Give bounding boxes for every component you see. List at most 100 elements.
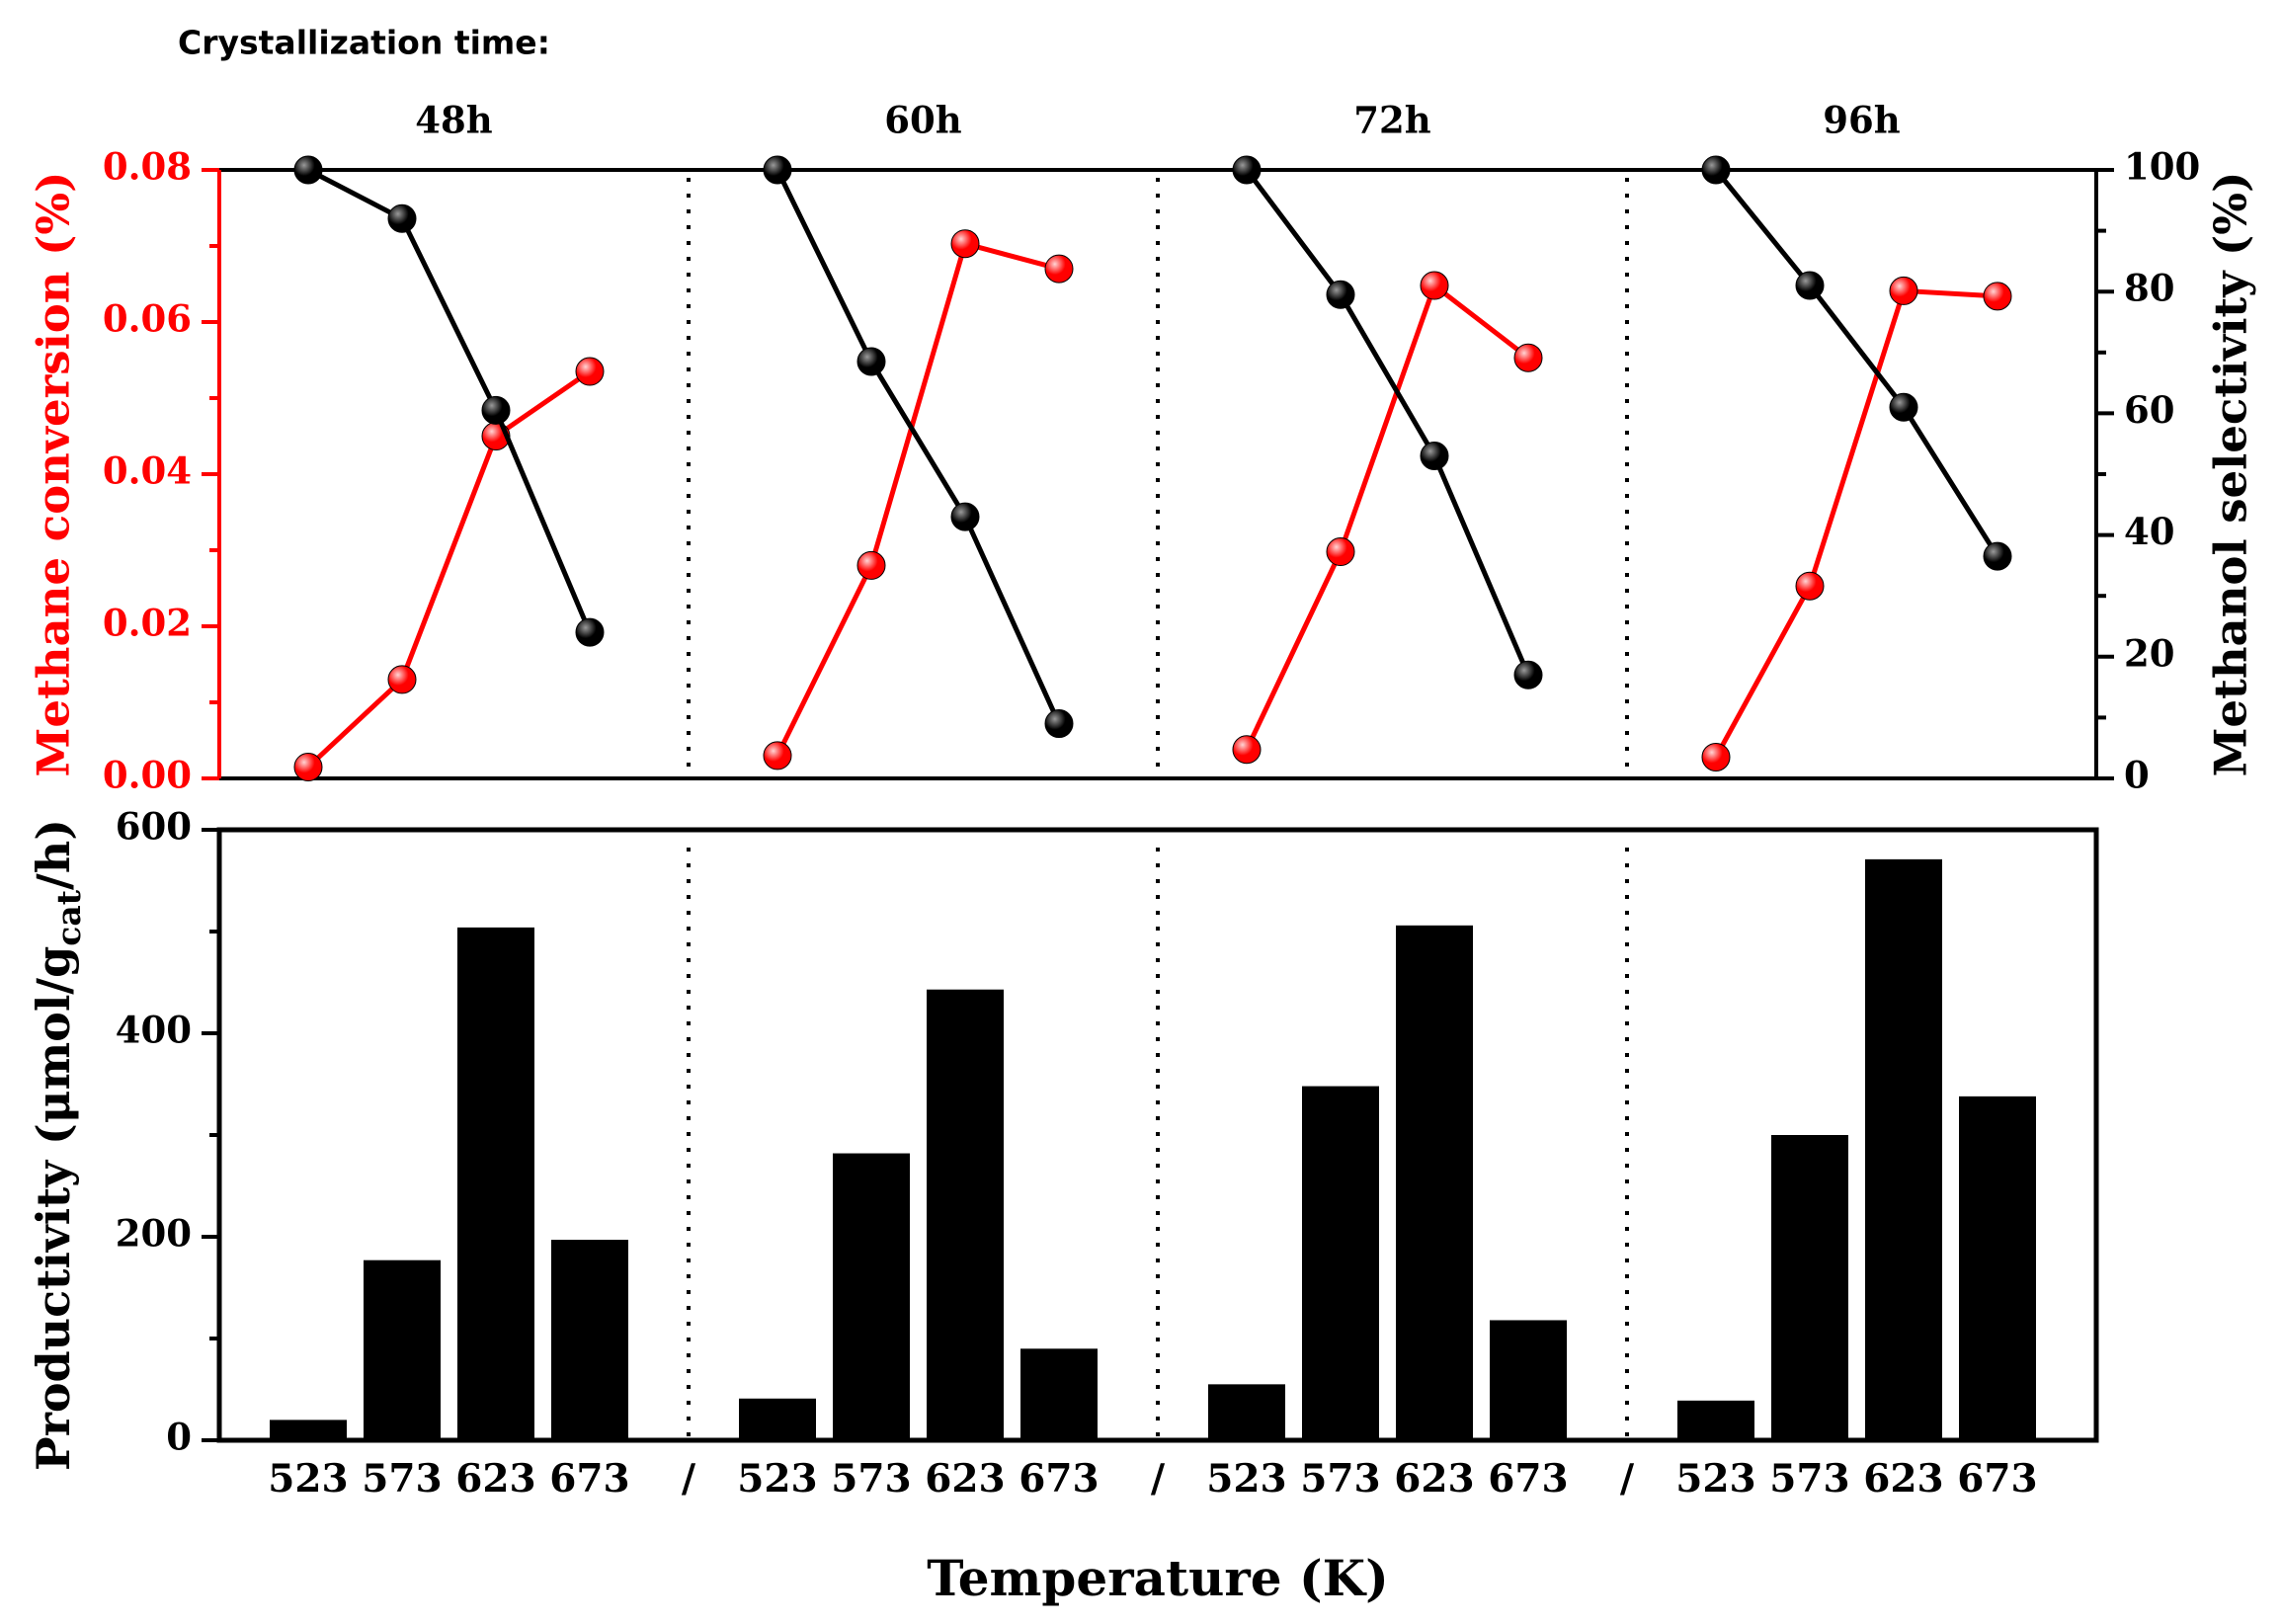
productivity-bar-60h-673 <box>1020 1348 1098 1440</box>
selectivity-point-72h-623 <box>1420 442 1449 471</box>
selectivity-point-60h-573 <box>856 347 886 376</box>
x-axis-title: Temperature (K) <box>927 1549 1388 1607</box>
x-tick-label-96h-573: 573 <box>1769 1456 1849 1502</box>
bar-axis-title: Productivity (μmol/gcat/h) <box>27 819 88 1471</box>
conversion-line-48h <box>306 368 592 770</box>
productivity-bar-96h-673 <box>1959 1096 2036 1440</box>
productivity-bar-48h-573 <box>364 1259 441 1440</box>
productivity-bar-72h-523 <box>1208 1384 1285 1440</box>
selectivity-point-72h-573 <box>1326 280 1355 309</box>
selectivity-line-48h <box>306 167 593 634</box>
selectivity-point-96h-523 <box>1701 155 1731 185</box>
conversion-point-72h-673 <box>1513 343 1543 372</box>
productivity-bar-60h-623 <box>927 989 1004 1440</box>
header-label: Crystallization time: <box>178 24 550 62</box>
x-tick-label-48h-623: 623 <box>455 1456 535 1502</box>
selectivity-line-60h <box>774 168 1062 725</box>
bar-axis-title-main: Productivity (μmol/g <box>27 946 80 1471</box>
conversion-line-72h <box>1244 281 1530 751</box>
productivity-bar-48h-523 <box>270 1420 347 1440</box>
left-axis-title: Methane conversion (%) <box>28 172 80 777</box>
conversion-point-96h-673 <box>1983 282 2012 311</box>
selectivity-point-48h-623 <box>481 395 511 425</box>
productivity-bar-96h-573 <box>1771 1135 1848 1440</box>
group-label-72h: 72h <box>1353 99 1430 142</box>
x-tick-label-96h-623: 623 <box>1863 1456 1943 1502</box>
conversion-line-96h <box>1713 287 1998 759</box>
group-separator-3: / <box>1620 1456 1635 1502</box>
x-tick-label-48h-573: 573 <box>362 1456 442 1502</box>
bar-axis-title-end: /h) <box>27 819 80 890</box>
right-tick-label-80: 80 <box>2124 267 2175 310</box>
productivity-bar-48h-623 <box>457 927 534 1440</box>
x-tick-label-72h-573: 573 <box>1300 1456 1380 1502</box>
left-tick-label-0.08: 0.08 <box>103 145 192 189</box>
right-tick-label-40: 40 <box>2124 510 2175 553</box>
bar-tick-label-600: 600 <box>116 805 192 849</box>
x-tick-label-72h-673: 673 <box>1488 1456 1568 1502</box>
bar-axis-title-sub: cat <box>49 889 88 945</box>
group-label-96h: 96h <box>1823 99 1900 142</box>
conversion-point-48h-573 <box>387 665 417 694</box>
x-tick-label-60h-623: 623 <box>925 1456 1005 1502</box>
right-axis-title: Methanol selectivity (%) <box>2205 172 2257 777</box>
conversion-line-60h <box>774 240 1060 758</box>
selectivity-point-96h-673 <box>1983 541 2012 571</box>
productivity-bar-60h-523 <box>739 1398 816 1440</box>
selectivity-point-96h-623 <box>1889 392 1918 422</box>
conversion-point-60h-673 <box>1044 254 1074 284</box>
selectivity-point-60h-623 <box>950 502 980 531</box>
group-separator-2: / <box>1151 1456 1166 1502</box>
x-tick-label-96h-523: 523 <box>1675 1456 1755 1502</box>
left-tick-label-0.06: 0.06 <box>103 297 192 341</box>
x-tick-label-48h-673: 673 <box>549 1456 629 1502</box>
selectivity-line-96h <box>1714 168 2000 558</box>
chart-root: Crystallization time: 48h 60h 72h 96h 0.00 0.0… <box>27 24 2257 1608</box>
selectivity-point-72h-673 <box>1513 660 1543 690</box>
productivity-bar-96h-523 <box>1677 1400 1754 1440</box>
group-label-48h: 48h <box>415 99 492 142</box>
group-label-60h: 60h <box>884 99 961 142</box>
selectivity-point-48h-523 <box>293 155 323 185</box>
productivity-bar-60h-573 <box>833 1153 910 1440</box>
selectivity-point-48h-573 <box>387 203 417 233</box>
x-tick-label-72h-523: 523 <box>1206 1456 1286 1502</box>
conversion-point-72h-523 <box>1232 735 1262 765</box>
selectivity-point-60h-523 <box>763 155 792 185</box>
x-tick-label-48h-523: 523 <box>268 1456 348 1502</box>
bar-tick-label-200: 200 <box>116 1212 192 1256</box>
x-tick-label-60h-523: 523 <box>737 1456 817 1502</box>
productivity-bar-48h-673 <box>551 1240 628 1440</box>
bar-tick-label-400: 400 <box>116 1009 192 1052</box>
conversion-point-48h-673 <box>575 357 605 386</box>
selectivity-point-48h-673 <box>575 617 605 647</box>
conversion-point-60h-523 <box>763 741 792 771</box>
selectivity-line-72h <box>1245 168 1531 677</box>
right-tick-label-100: 100 <box>2124 145 2200 189</box>
conversion-point-96h-523 <box>1701 742 1731 771</box>
conversion-point-60h-573 <box>856 550 886 580</box>
x-tick-label-60h-673: 673 <box>1019 1456 1099 1502</box>
bar-tick-label-0: 0 <box>166 1416 192 1459</box>
conversion-point-96h-623 <box>1889 276 1918 305</box>
x-tick-label-60h-573: 573 <box>831 1456 911 1502</box>
group-separator-1: / <box>682 1456 696 1502</box>
productivity-bar-72h-623 <box>1396 925 1473 1440</box>
selectivity-point-72h-523 <box>1232 155 1262 185</box>
left-tick-label-0.04: 0.04 <box>103 449 192 493</box>
productivity-bar-72h-573 <box>1302 1086 1379 1440</box>
right-tick-label-20: 20 <box>2124 631 2175 675</box>
x-tick-label-72h-623: 623 <box>1394 1456 1474 1502</box>
conversion-point-60h-623 <box>950 229 980 259</box>
conversion-point-48h-523 <box>293 752 323 781</box>
conversion-point-72h-573 <box>1326 537 1355 567</box>
x-tick-label-96h-673: 673 <box>1957 1456 2037 1502</box>
left-tick-label-0.00: 0.00 <box>103 754 192 797</box>
selectivity-point-96h-573 <box>1795 271 1825 300</box>
productivity-bar-96h-623 <box>1865 858 1942 1440</box>
right-tick-label-0: 0 <box>2124 754 2150 797</box>
selectivity-point-60h-673 <box>1044 709 1074 739</box>
left-tick-label-0.02: 0.02 <box>103 602 192 645</box>
right-tick-label-60: 60 <box>2124 388 2175 432</box>
